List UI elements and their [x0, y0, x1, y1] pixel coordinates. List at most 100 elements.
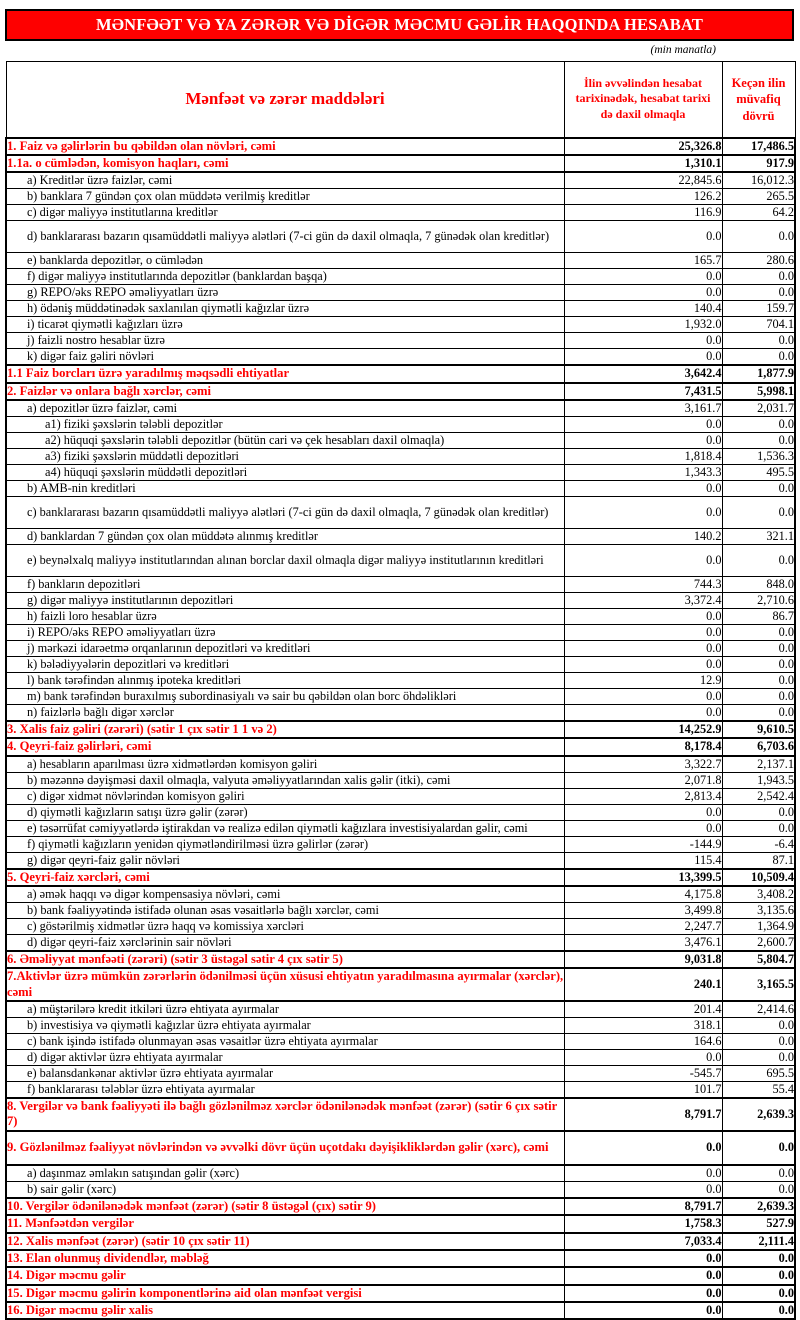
table-row: b) bank fəaliyyətində istifadə olunan əs…	[5, 902, 796, 920]
page-title: MƏNFƏƏT VƏ YA ZƏRƏR VƏ DİGƏR MƏCMU GƏLİR…	[95, 14, 704, 34]
row-value-current: 2,071.8	[563, 771, 723, 789]
table-row: j) mərkəzi idarəetmə orqanlarının depozi…	[5, 639, 796, 657]
table-body: 1. Faiz və gəlirlərin bu qəbildən olan n…	[5, 136, 796, 1320]
table-row: f) banklararası tələblər üzrə ehtiyata a…	[5, 1081, 796, 1099]
row-label: 7.Aktivlər üzrə mümkün zərərlərin ödənil…	[5, 967, 565, 1003]
table-row: d) banklararası bazarın qısamüddətli mal…	[5, 220, 796, 254]
row-label: b) sair gəlir (xərc)	[5, 1180, 565, 1199]
row-label: c) göstərilmiş xidmətlər üzrə haqq və ko…	[5, 918, 565, 936]
row-value-previous: 0.0	[721, 332, 796, 350]
row-value-current: 3,499.8	[563, 902, 723, 920]
row-label: 3. Xalis faiz gəliri (zərəri) (sətir 1 ç…	[5, 719, 565, 740]
row-label: c) digər xidmət növlərindən komisyon gəl…	[5, 787, 565, 805]
row-value-previous: 3,165.5	[721, 967, 796, 1003]
table-row: 16. Digər məcmu gəlir xalis 0.0 0.0	[5, 1300, 796, 1320]
table-row: 10. Vergilər ödənilənədək mənfəət (zərər…	[5, 1196, 796, 1217]
row-value-previous: 86.7	[721, 607, 796, 625]
profit-loss-table: Mənfəət və zərər maddələri İlin əvvəlind…	[5, 61, 796, 1320]
table-row: e) banklarda depozitlər, o cümlədən 165.7…	[5, 252, 796, 270]
row-label: i) REPO/əks REPO əməliyyatları üzrə	[5, 623, 565, 641]
row-label: 11. Mənfəətdən vergilər	[5, 1214, 565, 1234]
row-label: f) qiymətli kağızların yenidən qiymətlən…	[5, 835, 565, 853]
row-label: 10. Vergilər ödənilənədək mənfəət (zərər…	[5, 1196, 565, 1217]
row-label: b) investisiya və qiymətli kağızlar üzrə…	[5, 1017, 565, 1035]
row-value-current: 3,322.7	[563, 755, 723, 773]
row-label: a4) hüquqi şəxslərin müddətli depozitlər…	[5, 463, 565, 481]
row-label: a) hesabların aparılması üzrə xidmətlərd…	[5, 755, 565, 773]
row-value-current: 0.0	[563, 543, 723, 577]
row-value-previous: 159.7	[721, 300, 796, 318]
row-value-previous: 2,710.6	[721, 591, 796, 609]
row-value-previous: 495.5	[721, 463, 796, 481]
row-value-current: 0.0	[563, 703, 723, 722]
row-value-current: 0.0	[563, 819, 723, 837]
row-value-previous: 0.0	[721, 1129, 796, 1166]
row-value-previous: 0.0	[721, 543, 796, 577]
row-label: a1) fiziki şəxslərin tələbli depozitlər	[5, 415, 565, 433]
row-value-previous: 0.0	[721, 1283, 796, 1303]
row-value-current: 0.0	[563, 655, 723, 673]
row-value-current: 115.4	[563, 851, 723, 870]
row-label: c) banklararası bazarın qısamüddətli mal…	[5, 495, 565, 529]
row-value-current: 22,845.6	[563, 171, 723, 190]
row-value-previous: 1,877.9	[721, 364, 796, 384]
row-label: 1. Faiz və gəlirlərin bu qəbildən olan n…	[5, 136, 565, 156]
row-value-current: 0.0	[563, 639, 723, 657]
row-label: n) faizlərlə bağlı digər xərclər	[5, 703, 565, 722]
table-row: a) Kreditlər üzrə faizlər, cəmi 22,845.6 1…	[5, 171, 796, 190]
row-label: 12. Xalis mənfəət (zərər) (sətir 10 çıx …	[5, 1231, 565, 1251]
table-row: b) investisiya və qiymətli kağızlar üzrə…	[5, 1017, 796, 1035]
row-label: f) digər maliyyə institutlarında depozit…	[5, 268, 565, 286]
row-value-previous: 0.0	[721, 623, 796, 641]
table-row: a) müştərilərə kredit itkiləri üzrə ehti…	[5, 1000, 796, 1019]
row-value-current: 8,791.7	[563, 1196, 723, 1217]
row-value-current: 3,476.1	[563, 934, 723, 952]
row-label: j) faizli nostro hesablar üzrə	[5, 332, 565, 350]
row-label: 5. Qeyri-faiz xərcləri, cəmi	[5, 867, 565, 888]
row-value-current: -144.9	[563, 835, 723, 853]
table-row: l) bank tərəfindən alınmış ipoteka kredi…	[5, 671, 796, 689]
row-label: 1.1 Faiz borcları üzrə yaradılmış məqsəd…	[5, 364, 565, 384]
table-row: d) qiymətli kağızların satışı üzrə gəlir…	[5, 803, 796, 821]
units-note: (min manatla)	[650, 44, 716, 56]
row-label: c) bank işində istifadə olunmayan əsas v…	[5, 1033, 565, 1051]
table-row: 13. Elan olunmuş dividendlər, məbləğ 0.0 0…	[5, 1248, 796, 1269]
row-label: d) digər qeyri-faiz xərclərinin sair növ…	[5, 934, 565, 952]
row-value-previous: 10,509.4	[721, 867, 796, 888]
table-row: d) digər aktivlər üzrə ehtiyata ayırmala…	[5, 1049, 796, 1067]
row-label: l) bank tərəfindən alınmış ipoteka kredi…	[5, 671, 565, 689]
table-row: 5. Qeyri-faiz xərcləri, cəmi 13,399.5 10,5…	[5, 867, 796, 888]
row-value-current: 0.0	[563, 1180, 723, 1199]
row-value-current: 240.1	[563, 967, 723, 1003]
row-value-current: 0.0	[563, 1283, 723, 1303]
row-label: f) bankların depozitləri	[5, 575, 565, 593]
row-value-current: 0.0	[563, 1049, 723, 1067]
table-row: b) məzənnə dəyişməsi daxil olmaqla, valy…	[5, 771, 796, 789]
row-value-previous: 2,639.3	[721, 1196, 796, 1217]
table-row: a) daşınmaz əmlakın satışından gəlir (xə…	[5, 1164, 796, 1182]
row-value-current: 2,247.7	[563, 918, 723, 936]
row-label: d) qiymətli kağızların satışı üzrə gəlir…	[5, 803, 565, 821]
row-value-previous: 0.0	[721, 819, 796, 837]
row-label: 1.1a. o cümlədən, komisyon haqları, cəmi	[5, 153, 565, 174]
row-value-current: 8,791.7	[563, 1097, 723, 1132]
row-value-previous: 6,703.6	[721, 737, 796, 757]
row-value-current: 116.9	[563, 204, 723, 222]
row-value-previous: 280.6	[721, 252, 796, 270]
row-label: 13. Elan olunmuş dividendlər, məbləğ	[5, 1248, 565, 1269]
row-value-previous: 0.0	[721, 495, 796, 529]
row-value-previous: 0.0	[721, 1033, 796, 1051]
table-row: 3. Xalis faiz gəliri (zərəri) (sətir 1 ç…	[5, 719, 796, 740]
row-value-previous: 9,610.5	[721, 719, 796, 740]
row-label: j) mərkəzi idarəetmə orqanlarının depozi…	[5, 639, 565, 657]
row-value-previous: 0.0	[721, 1248, 796, 1269]
row-value-previous: 917.9	[721, 153, 796, 174]
row-value-previous: 2,137.1	[721, 755, 796, 773]
row-value-previous: 2,542.4	[721, 787, 796, 805]
table-row: j) faizli nostro hesablar üzrə 0.0 0.0	[5, 332, 796, 350]
row-value-current: 12.9	[563, 671, 723, 689]
row-value-current: 2,813.4	[563, 787, 723, 805]
row-value-current: 201.4	[563, 1000, 723, 1019]
table-row: a) əmək haqqı və digər kompensasiya növl…	[5, 885, 796, 904]
row-value-previous: 2,639.3	[721, 1097, 796, 1132]
